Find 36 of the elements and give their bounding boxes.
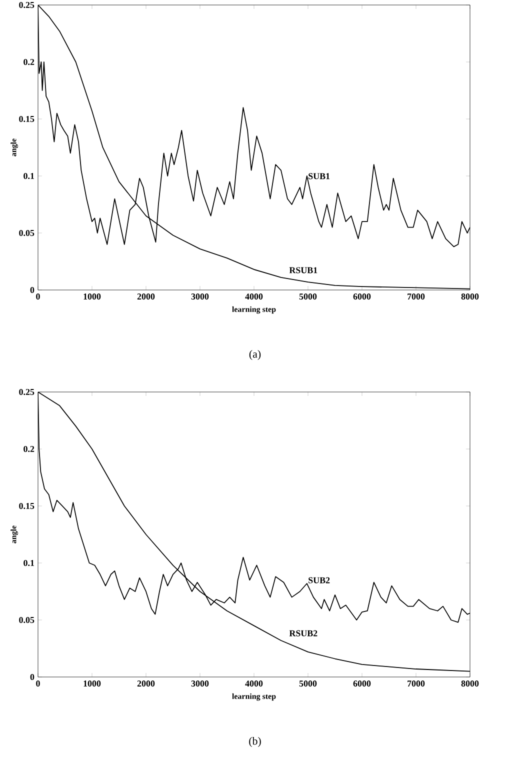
x-tick-label: 3000: [191, 680, 209, 687]
x-tick-label: 0: [36, 294, 40, 300]
y-tick-label: 0.25: [19, 2, 34, 8]
x-tick-label: 7000: [408, 680, 425, 687]
x-tick-label: 2000: [137, 680, 155, 687]
y-tick-label: 0.05: [19, 616, 34, 624]
x-tick-label: 0: [36, 680, 40, 687]
x-tick-label: 7000: [408, 294, 425, 300]
series-label: RSUB2: [289, 630, 318, 636]
series-label: RSUB1: [289, 267, 318, 274]
x-tick-label: 5000: [299, 680, 317, 687]
y-tick-label: 0.2: [24, 58, 34, 66]
text: (a): [249, 350, 261, 360]
x-tick-label: 1000: [84, 294, 101, 300]
y-tick-label: 0.15: [19, 502, 34, 510]
x-tick-label: 5000: [299, 294, 317, 300]
y-tick-label: 0.1: [24, 172, 34, 180]
y-tick-label: 0.15: [19, 116, 34, 122]
x-tick-label: 8000: [461, 294, 479, 300]
series-label: SUB2: [308, 577, 330, 584]
y-tick-label: 0.2: [24, 446, 34, 452]
x-tick-label: 4000: [245, 294, 263, 300]
x-tick-label: 8000: [461, 680, 479, 687]
series-label: SUB1: [308, 173, 330, 180]
x-tick-label: 1000: [84, 680, 101, 687]
x-tick-label: 4000: [245, 680, 263, 687]
x-tick-label: 3000: [191, 294, 209, 300]
y-tick-label: 0.1: [24, 560, 34, 566]
y-tick-label: 0: [30, 286, 34, 294]
x-tick-label: 6000: [353, 294, 371, 300]
y-tick-label: 0: [30, 674, 34, 680]
y-tick-label: 0.05: [19, 230, 34, 236]
text: (b): [249, 737, 261, 747]
y-tick-label: 0.25: [19, 388, 34, 396]
x-tick-label: 6000: [353, 680, 371, 687]
x-tick-label: 2000: [137, 294, 155, 300]
